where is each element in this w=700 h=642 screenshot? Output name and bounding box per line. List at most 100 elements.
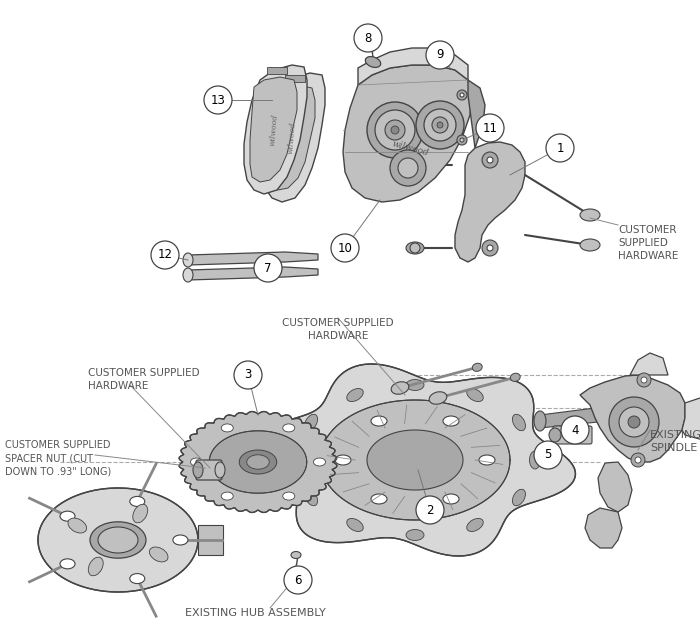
Polygon shape [343,65,472,202]
Ellipse shape [133,504,148,523]
Polygon shape [580,375,685,462]
Ellipse shape [60,511,75,521]
Ellipse shape [529,451,540,469]
Polygon shape [188,267,318,280]
Text: EXISTING HUB ASSEMBLY: EXISTING HUB ASSEMBLY [185,608,326,618]
Circle shape [457,135,467,145]
Polygon shape [455,142,525,262]
Polygon shape [244,65,307,194]
Ellipse shape [190,458,202,466]
Circle shape [619,407,649,437]
Ellipse shape [221,424,233,432]
Ellipse shape [346,518,363,532]
Polygon shape [209,431,307,493]
Polygon shape [268,85,315,190]
Polygon shape [367,430,463,490]
Text: CUSTOMER SUPPLIED
HARDWARE: CUSTOMER SUPPLIED HARDWARE [282,318,394,341]
Ellipse shape [536,452,554,464]
Polygon shape [255,364,575,556]
Polygon shape [188,252,318,265]
Circle shape [367,102,423,158]
Ellipse shape [510,373,520,381]
Circle shape [482,240,498,256]
Polygon shape [179,412,337,512]
Circle shape [385,120,405,140]
Ellipse shape [371,494,387,504]
Polygon shape [585,508,622,548]
Circle shape [437,122,443,128]
Text: wilwood: wilwood [391,139,429,157]
Ellipse shape [406,530,424,541]
FancyBboxPatch shape [196,460,222,480]
Circle shape [460,93,464,97]
Circle shape [460,138,464,142]
Ellipse shape [406,159,424,171]
Ellipse shape [130,573,145,584]
Ellipse shape [512,414,526,431]
Ellipse shape [346,388,363,402]
Ellipse shape [540,455,550,462]
Ellipse shape [406,242,424,254]
Text: 1: 1 [556,141,564,155]
Circle shape [631,453,645,467]
Ellipse shape [304,414,318,431]
Polygon shape [540,408,598,428]
Ellipse shape [366,33,374,39]
Ellipse shape [239,450,276,474]
Circle shape [546,134,574,162]
Ellipse shape [467,518,483,532]
Circle shape [284,566,312,594]
Polygon shape [682,398,700,440]
Polygon shape [250,77,297,182]
Text: 13: 13 [211,94,225,107]
Ellipse shape [580,209,600,221]
Ellipse shape [183,268,193,282]
Circle shape [254,254,282,282]
Polygon shape [630,353,668,375]
FancyBboxPatch shape [553,426,592,444]
Circle shape [234,361,262,389]
Circle shape [534,441,562,469]
Circle shape [432,117,448,133]
Ellipse shape [68,518,87,533]
Ellipse shape [304,489,318,506]
Ellipse shape [193,462,203,478]
Ellipse shape [371,416,387,426]
Circle shape [487,245,493,251]
Ellipse shape [429,392,447,404]
Polygon shape [358,48,468,85]
Ellipse shape [130,496,145,507]
Circle shape [637,373,651,387]
Text: 3: 3 [244,369,252,381]
Text: CUSTOMER SUPPLIED
HARDWARE: CUSTOMER SUPPLIED HARDWARE [88,368,200,391]
Ellipse shape [580,239,600,251]
Text: 11: 11 [482,121,498,135]
Ellipse shape [549,428,561,442]
Ellipse shape [335,455,351,465]
Circle shape [628,416,640,428]
Polygon shape [267,67,287,74]
Circle shape [476,114,504,142]
Polygon shape [598,462,632,512]
Text: 4: 4 [571,424,579,437]
Circle shape [410,160,420,170]
Circle shape [410,243,420,253]
Polygon shape [320,400,510,520]
Text: CUSTOMER SUPPLIED
SPACER NUT (CUT
DOWN TO .93" LONG): CUSTOMER SUPPLIED SPACER NUT (CUT DOWN T… [5,440,111,476]
Ellipse shape [283,492,295,500]
Text: 5: 5 [545,449,552,462]
Ellipse shape [512,489,526,506]
Text: 6: 6 [294,573,302,587]
Circle shape [609,397,659,447]
Circle shape [635,457,641,463]
Text: CUSTOMER
SUPPLIED
HARDWARE: CUSTOMER SUPPLIED HARDWARE [618,225,678,261]
Circle shape [390,150,426,186]
Circle shape [375,110,415,150]
Polygon shape [468,80,485,148]
Ellipse shape [98,527,138,553]
Ellipse shape [406,379,424,390]
Ellipse shape [149,547,168,562]
Ellipse shape [291,551,301,559]
Polygon shape [285,75,305,82]
Text: EXISTING
SPINDLE: EXISTING SPINDLE [650,430,700,453]
